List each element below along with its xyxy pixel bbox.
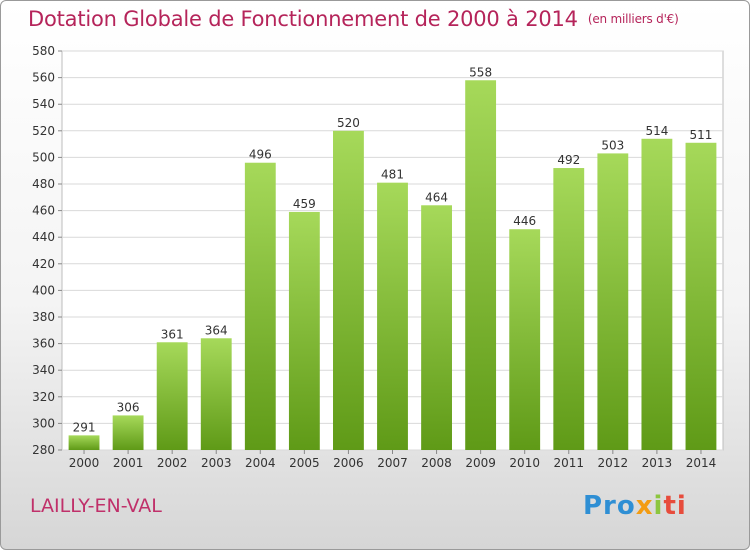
- city-name: LAILLY-EN-VAL: [30, 495, 162, 517]
- bar-2001: [112, 415, 144, 450]
- y-tick-label: 460: [32, 204, 55, 218]
- x-tick-label: 2006: [333, 456, 364, 470]
- y-tick-label: 340: [32, 363, 55, 377]
- x-tick-label: 2002: [157, 456, 188, 470]
- unit-label: (en milliers d'€): [587, 12, 679, 26]
- bar-2008: [421, 205, 452, 450]
- chart-title: Dotation Globale de Fonctionnement de 20…: [28, 7, 679, 31]
- bar-2003: [200, 338, 232, 450]
- y-tick-label: 540: [32, 97, 55, 111]
- data-label: 520: [337, 116, 360, 130]
- bar-2014: [685, 142, 717, 450]
- y-tick-label: 400: [32, 283, 55, 297]
- x-tick-label: 2013: [642, 456, 673, 470]
- y-tick-label: 420: [32, 257, 55, 271]
- bar-2009: [465, 80, 497, 450]
- bars: 291 306 361 364 496 459 520 481 464 558 446 492 503 5…: [68, 65, 717, 451]
- bar-2007: [377, 182, 408, 451]
- bar-2013: [641, 138, 673, 450]
- x-axis: 2000 2001 2002 2003 2004 2005 2006 2007 2008 2009…: [69, 450, 716, 470]
- data-label: 514: [645, 124, 668, 138]
- bar-2011: [553, 168, 585, 451]
- y-tick-label: 440: [32, 230, 55, 244]
- bar-2000: [68, 435, 100, 450]
- y-tick-label: 300: [32, 416, 55, 430]
- proxiti-logo: Proxiti: [583, 491, 687, 521]
- x-tick-label: 2014: [686, 456, 717, 470]
- logo-part-1: Pro: [583, 491, 636, 521]
- data-label: 511: [690, 128, 713, 142]
- x-tick-label: 2010: [509, 456, 540, 470]
- data-label: 361: [161, 327, 184, 341]
- y-tick-label: 500: [32, 150, 55, 164]
- data-label: 446: [513, 214, 536, 228]
- x-tick-label: 2008: [421, 456, 452, 470]
- x-tick-label: 2007: [377, 456, 408, 470]
- bar-2002: [156, 342, 188, 450]
- x-tick-label: 2012: [598, 456, 629, 470]
- x-tick-label: 2004: [245, 456, 276, 470]
- bar-2006: [333, 130, 364, 451]
- x-tick-label: 2001: [113, 456, 144, 470]
- x-tick-label: 2000: [69, 456, 100, 470]
- logo-part-3: i: [653, 491, 664, 521]
- bar-2010: [509, 229, 541, 450]
- bar-2004: [244, 162, 276, 450]
- y-tick-label: 320: [32, 390, 55, 404]
- x-tick-label: 2011: [553, 456, 584, 470]
- logo-part-2: x: [635, 491, 654, 521]
- y-tick-label: 360: [32, 337, 55, 351]
- data-label: 306: [117, 400, 140, 414]
- data-label: 291: [73, 420, 96, 434]
- y-axis: 280 300 320 340 360 380 400 420 440 460 480 500 520 5…: [32, 44, 62, 457]
- data-label: 481: [381, 168, 404, 182]
- data-label: 464: [425, 190, 448, 204]
- y-tick-label: 480: [32, 177, 55, 191]
- bar-2012: [597, 153, 629, 450]
- y-tick-label: 560: [32, 71, 55, 85]
- data-label: 496: [249, 148, 272, 162]
- data-label: 558: [469, 65, 492, 79]
- x-tick-label: 2003: [201, 456, 232, 470]
- y-tick-label: 580: [32, 44, 55, 58]
- y-tick-label: 380: [32, 310, 55, 324]
- chart-title-text: Dotation Globale de Fonctionnement de 20…: [28, 7, 578, 31]
- logo-part-4: ti: [663, 491, 687, 521]
- y-tick-label: 520: [32, 124, 55, 138]
- data-label: 459: [293, 197, 316, 211]
- x-tick-label: 2005: [289, 456, 320, 470]
- bar-2005: [288, 211, 320, 450]
- y-tick-label: 280: [32, 443, 55, 457]
- x-tick-label: 2009: [465, 456, 496, 470]
- data-label: 492: [557, 153, 580, 167]
- data-label: 503: [601, 138, 624, 152]
- data-label: 364: [205, 323, 228, 337]
